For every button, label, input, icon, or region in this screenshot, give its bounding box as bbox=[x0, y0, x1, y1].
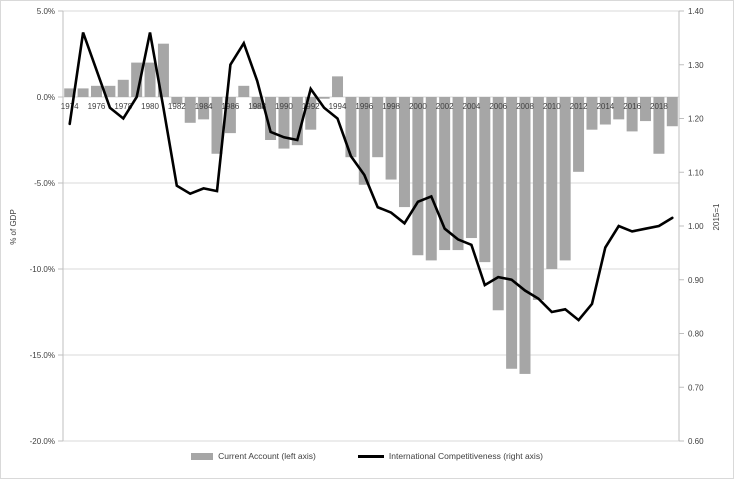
bar bbox=[318, 97, 330, 99]
legend: Current Account (left axis) Internationa… bbox=[0, 451, 734, 461]
right-axis-tick-label: 1.00 bbox=[688, 222, 704, 231]
line-swatch-icon bbox=[357, 454, 384, 458]
right-axis-tick-label: 0.70 bbox=[688, 383, 704, 392]
bar bbox=[358, 97, 370, 185]
x-axis-year-label: 1984 bbox=[195, 102, 213, 111]
x-axis-year-label: 2012 bbox=[570, 102, 588, 111]
bar bbox=[439, 97, 451, 251]
right-axis-tick-label: 1.30 bbox=[688, 61, 704, 70]
bar bbox=[131, 62, 143, 97]
bar bbox=[372, 97, 384, 158]
x-axis-year-label: 2004 bbox=[463, 102, 481, 111]
bar bbox=[653, 97, 665, 154]
x-axis-year-label: 2000 bbox=[409, 102, 427, 111]
bar bbox=[559, 97, 571, 261]
bar bbox=[90, 85, 102, 97]
bar bbox=[613, 97, 625, 120]
bar bbox=[452, 97, 464, 251]
bar bbox=[224, 97, 236, 134]
x-axis-year-label: 1974 bbox=[61, 102, 79, 111]
left-axis-title: % of GDP bbox=[9, 209, 18, 245]
left-axis-tick-label: 0.0% bbox=[37, 93, 55, 102]
left-axis-tick-label: 5.0% bbox=[37, 7, 55, 16]
bar bbox=[519, 97, 531, 374]
right-axis-tick-label: 1.10 bbox=[688, 168, 704, 177]
bar bbox=[640, 97, 652, 122]
left-axis-tick-label: -15.0% bbox=[30, 351, 55, 360]
bar bbox=[332, 76, 344, 97]
right-axis-tick-label: 1.20 bbox=[688, 115, 704, 124]
legend-item-competitiveness: International Competitiveness (right axi… bbox=[357, 451, 543, 461]
bar bbox=[104, 85, 116, 97]
bar bbox=[238, 85, 250, 97]
bar bbox=[492, 97, 504, 311]
bar bbox=[666, 97, 678, 127]
bar bbox=[157, 43, 169, 97]
bar bbox=[412, 97, 424, 256]
bar bbox=[599, 97, 611, 125]
bar bbox=[586, 97, 598, 130]
bar bbox=[532, 97, 544, 300]
legend-label-current-account: Current Account (left axis) bbox=[218, 451, 316, 461]
right-axis-tick-label: 0.90 bbox=[688, 276, 704, 285]
x-axis-year-label: 1978 bbox=[114, 102, 132, 111]
bar bbox=[77, 88, 89, 97]
bar bbox=[506, 97, 518, 369]
legend-item-current-account: Current Account (left axis) bbox=[191, 451, 316, 461]
bar bbox=[546, 97, 558, 269]
x-axis-year-label: 2008 bbox=[516, 102, 534, 111]
right-axis-title: 2015=1 bbox=[712, 203, 721, 230]
x-axis-year-label: 1990 bbox=[275, 102, 293, 111]
x-axis-year-label: 2002 bbox=[436, 102, 454, 111]
x-axis-year-label: 1988 bbox=[248, 102, 266, 111]
bar bbox=[425, 97, 437, 261]
x-axis-year-label: 1994 bbox=[329, 102, 347, 111]
left-axis-tick-label: -10.0% bbox=[30, 265, 55, 274]
x-axis-year-label: 2018 bbox=[650, 102, 668, 111]
x-axis-year-label: 1986 bbox=[221, 102, 239, 111]
left-axis-tick-label: -5.0% bbox=[34, 179, 55, 188]
x-axis-year-label: 2014 bbox=[596, 102, 614, 111]
right-axis-tick-label: 0.80 bbox=[688, 330, 704, 339]
bar bbox=[291, 97, 303, 146]
right-axis-tick-label: 1.40 bbox=[688, 7, 704, 16]
x-axis-year-label: 1996 bbox=[355, 102, 373, 111]
bar bbox=[117, 79, 129, 97]
x-axis-year-label: 1980 bbox=[141, 102, 159, 111]
bar bbox=[211, 97, 223, 154]
bar bbox=[573, 97, 585, 172]
bar bbox=[626, 97, 638, 132]
bar-swatch-icon bbox=[191, 452, 214, 460]
x-axis-year-label: 2006 bbox=[489, 102, 507, 111]
bar bbox=[305, 97, 317, 130]
bar bbox=[144, 62, 156, 97]
x-axis-year-label: 2016 bbox=[623, 102, 641, 111]
bar bbox=[479, 97, 491, 263]
bar bbox=[385, 97, 397, 180]
bar bbox=[398, 97, 410, 208]
bar bbox=[171, 97, 183, 104]
bar bbox=[278, 97, 290, 149]
x-axis-year-label: 1992 bbox=[302, 102, 320, 111]
bar bbox=[265, 97, 277, 140]
x-axis-year-label: 1998 bbox=[382, 102, 400, 111]
x-axis-year-label: 1976 bbox=[88, 102, 106, 111]
left-axis-tick-label: -20.0% bbox=[30, 437, 55, 446]
x-axis-year-label: 1982 bbox=[168, 102, 186, 111]
competitiveness-line bbox=[68, 32, 674, 322]
right-axis-tick-label: 0.60 bbox=[688, 437, 704, 446]
bar bbox=[345, 97, 357, 158]
x-axis-year-label: 2010 bbox=[543, 102, 561, 111]
legend-label-competitiveness: International Competitiveness (right axi… bbox=[388, 451, 543, 461]
bar bbox=[465, 97, 477, 239]
bar bbox=[184, 97, 196, 123]
bar bbox=[198, 97, 210, 120]
bar bbox=[251, 97, 263, 110]
bar bbox=[64, 88, 76, 97]
